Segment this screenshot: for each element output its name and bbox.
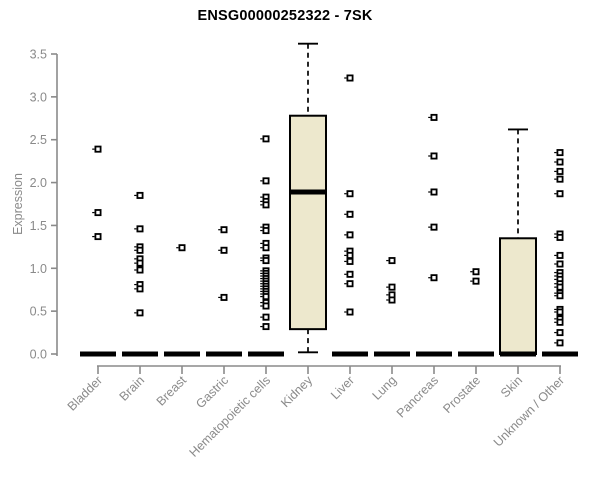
outlier-point [430,188,438,196]
x-category-label: Brain [117,373,148,404]
outlier-point [430,113,438,121]
outlier-point [136,285,144,293]
median-line [332,351,368,357]
outlier-point [556,175,564,183]
outlier-point [388,283,396,291]
outlier-point [556,190,564,198]
median-line [500,351,536,357]
outlier-point [556,251,564,259]
outlier-point [220,226,228,234]
outlier-point [346,231,354,239]
outlier-point [346,74,354,82]
outlier-point [556,339,564,347]
outlier-point [136,259,144,267]
outlier-point [346,280,354,288]
outlier-point [430,223,438,231]
outlier-point [94,209,102,217]
outlier-point [388,257,396,265]
outlier-point [346,190,354,198]
x-category-label: Breast [154,373,190,409]
outlier-point [262,244,270,252]
y-axis-title: Expression [11,173,25,235]
outlier-point [556,292,564,300]
median-line [164,351,200,357]
outlier-point [94,233,102,241]
outlier-point [220,246,228,254]
outlier-point [346,210,354,218]
outlier-point [220,293,228,301]
outlier-point [262,257,270,265]
y-tick-label: 2.5 [30,133,47,147]
outlier-point [472,268,480,276]
outlier-point [556,308,564,316]
outlier-point [556,329,564,337]
x-category-label: Skin [498,373,525,400]
x-category-label: Unknown / Other [491,373,567,449]
outlier-point [388,296,396,304]
outlier-point [262,302,270,310]
x-category-label: Liver [328,373,357,402]
outlier-point [262,177,270,185]
median-line [458,351,494,357]
chart-title: ENSG00000252322 - 7SK [197,8,373,24]
y-tick-label: 1.5 [30,219,47,233]
median-line [206,351,242,357]
outlier-point [136,246,144,254]
x-category-label: Pancreas [394,373,441,420]
outlier-point [472,277,480,285]
outlier-point [136,309,144,317]
outlier-point [136,191,144,199]
outlier-point [262,201,270,209]
outlier-point [94,145,102,153]
outlier-point [556,149,564,157]
outlier-point [556,233,564,241]
outlier-point [346,257,354,265]
outlier-point [556,167,564,175]
median-line [248,351,284,357]
outlier-point [178,244,186,252]
y-tick-label: 0.0 [30,348,47,362]
outlier-point [262,313,270,321]
box-body [499,237,537,356]
median-line [122,351,158,357]
y-tick-label: 1.0 [30,262,47,276]
x-category-label: Hematopoietic cells [187,373,274,460]
x-category-label: Gastric [193,373,231,411]
x-category-label: Prostate [440,373,483,416]
outlier-point [556,318,564,326]
outlier-point [346,251,354,259]
outlier-point [346,270,354,278]
outlier-point [346,308,354,316]
x-category-label: Bladder [65,373,105,413]
outlier-point [136,266,144,274]
y-tick-label: 2.0 [30,176,47,190]
outlier-point [262,227,270,235]
x-category-label: Lung [370,373,400,403]
outlier-point [556,260,564,268]
outlier-point [262,135,270,143]
median-line [542,351,578,357]
y-tick-label: 0.5 [30,305,47,319]
median-line [374,351,410,357]
outlier-point [430,274,438,282]
x-category-label: Kidney [278,373,315,410]
outlier-point [262,293,270,301]
y-tick-label: 3.0 [30,90,47,104]
median-line [80,351,116,357]
box-body [289,114,327,331]
outlier-point [430,152,438,160]
outlier-point [136,225,144,233]
median-line [290,189,326,195]
outlier-point [556,158,564,166]
outlier-point [262,323,270,331]
median-line [416,351,452,357]
outlier-point [556,283,564,291]
y-tick-label: 3.5 [30,48,47,62]
